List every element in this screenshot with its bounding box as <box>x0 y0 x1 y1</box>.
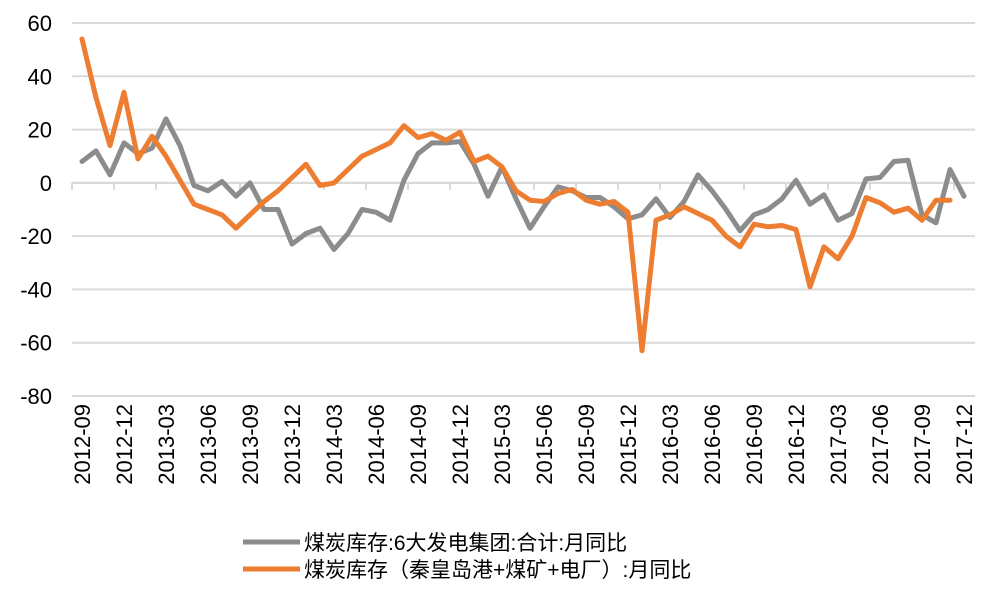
x-tick-label: 2013-03 <box>154 404 179 485</box>
series-lines <box>79 36 967 354</box>
x-tick-label: 2013-06 <box>196 404 221 485</box>
x-tick-label: 2015-09 <box>574 404 599 485</box>
y-tick-label: 0 <box>40 171 52 196</box>
series-line-1 <box>79 116 967 252</box>
x-tick-label: 2014-06 <box>364 404 389 485</box>
y-tick-label: -60 <box>20 331 52 356</box>
y-tick-label: 40 <box>28 64 52 89</box>
x-tick-label: 2014-03 <box>322 404 347 485</box>
y-tick-label: -80 <box>20 384 52 409</box>
x-tick-label: 2015-06 <box>532 404 557 485</box>
legend-label-series-2: 煤炭库存（秦皇岛港+煤矿+电厂）:月同比 <box>304 559 691 582</box>
x-tick-label: 2013-09 <box>238 404 263 485</box>
x-tick-label: 2017-03 <box>826 404 851 485</box>
y-tick-label: -20 <box>20 224 52 249</box>
y-tick-label: -40 <box>20 277 52 302</box>
x-tick-label: 2015-03 <box>490 404 515 485</box>
x-tick-label: 2016-09 <box>742 404 767 485</box>
x-tick-label: 2013-12 <box>280 404 305 485</box>
legend-label-series-1: 煤炭库存:6大发电集团:合计:月同比 <box>304 532 627 555</box>
x-axis: 2012-09 2012-12 2013-03 2013-06 2013-09 2013-… <box>70 181 977 485</box>
y-tick-label: 20 <box>28 118 52 143</box>
x-tick-label: 2016-12 <box>784 404 809 485</box>
x-tick-label: 2017-12 <box>952 404 977 485</box>
x-tick-label: 2017-09 <box>910 404 935 485</box>
y-tick-label: 60 <box>28 11 52 36</box>
x-tick-label: 2017-06 <box>868 404 893 485</box>
x-tick-label: 2016-03 <box>658 404 683 485</box>
x-tick-label: 2014-09 <box>406 404 431 485</box>
y-axis: 60 40 20 0 -20 -40 -60 -80 <box>20 11 52 409</box>
x-tick-label: 2015-12 <box>616 404 641 485</box>
x-tick-label: 2012-12 <box>112 404 137 485</box>
legend: 煤炭库存:6大发电集团:合计:月同比 煤炭库存（秦皇岛港+煤矿+电厂）:月同比 <box>243 532 691 582</box>
series-line-2 <box>79 36 953 354</box>
x-tick-label: 2014-12 <box>448 404 473 485</box>
x-tick-label: 2016-06 <box>700 404 725 485</box>
x-tick-label: 2012-09 <box>70 404 95 485</box>
